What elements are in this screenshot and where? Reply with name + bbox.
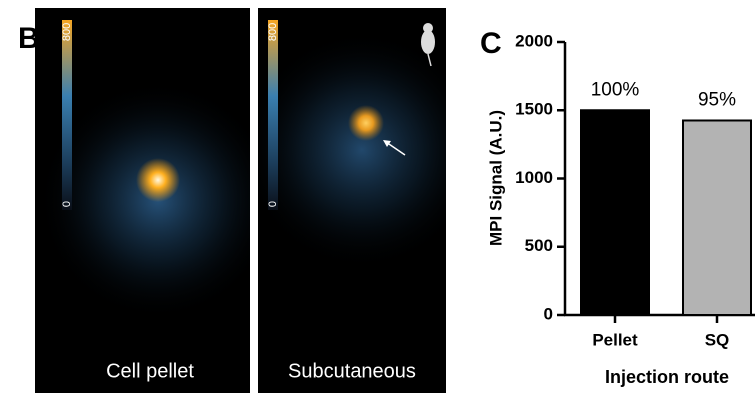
y-tick-label: 1500 — [515, 100, 553, 119]
image-caption: Subcutaneous — [288, 360, 416, 382]
y-tick-label: 2000 — [515, 31, 553, 50]
bar-annotation: 95% — [698, 90, 736, 111]
x-axis-title: Injection route — [605, 367, 729, 387]
x-tick-label: SQ — [705, 330, 730, 349]
y-axis-title: MPI Signal (A.U.) — [486, 110, 505, 246]
panel-letter: C — [480, 27, 502, 60]
bar — [581, 110, 649, 315]
bar — [683, 120, 751, 315]
colorbar-min: 0 — [61, 201, 73, 207]
image-caption: Cell pellet — [106, 360, 194, 382]
figure: B 800 0 Cell pellet 800 0 Subcutaneous C… — [0, 0, 755, 393]
signal-halo — [258, 8, 446, 393]
page: {"panels": [ {"letter": "B", "images": [… — [0, 0, 755, 393]
signal-hotspot — [136, 158, 180, 202]
x-tick-label: Pellet — [592, 330, 638, 349]
signal-hotspot — [348, 105, 384, 141]
y-tick-label: 0 — [544, 304, 553, 323]
y-tick-label: 500 — [525, 236, 553, 255]
colorbar — [268, 20, 278, 210]
bar-annotation: 100% — [591, 79, 640, 100]
colorbar-max: 800 — [267, 23, 279, 41]
y-tick-label: 1000 — [515, 168, 553, 187]
colorbar — [62, 20, 72, 210]
plot: 0 500 1000 1500 2000 Pellet 100% SQ 95% — [515, 31, 751, 349]
colorbar-min: 0 — [267, 201, 279, 207]
colorbar-max: 800 — [61, 23, 73, 41]
